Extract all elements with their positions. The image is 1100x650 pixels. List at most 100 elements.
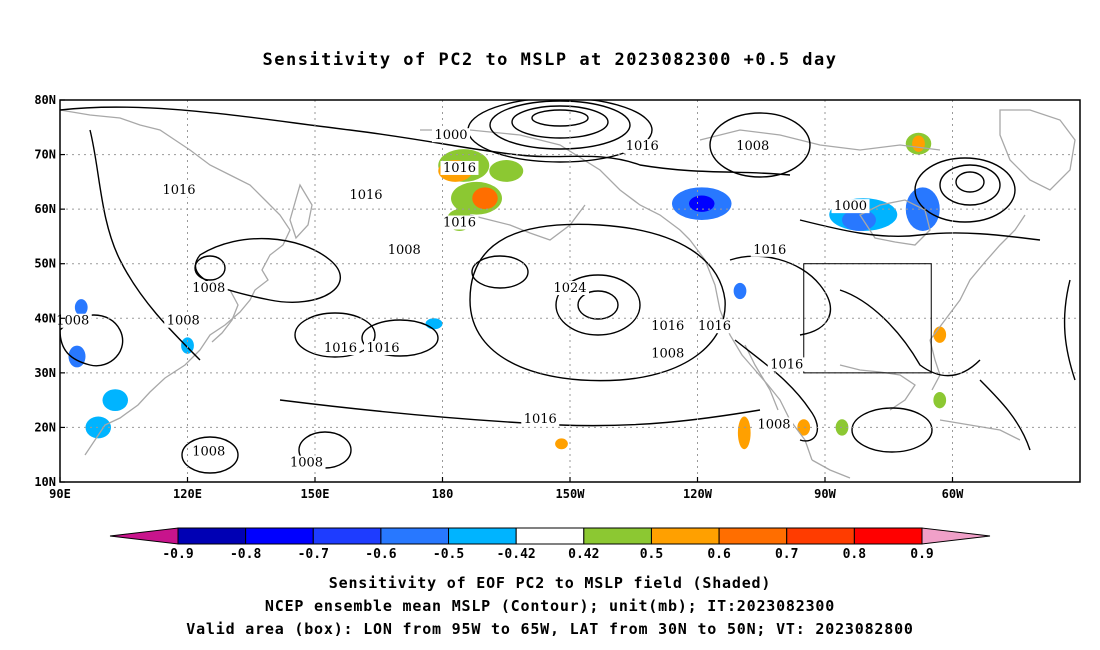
lon-tick-label-3: 180 xyxy=(432,487,454,501)
lon-tick-label-0: 90E xyxy=(49,487,71,501)
contour-low-1008-central xyxy=(471,255,529,289)
contour-label-bg-22 xyxy=(189,444,228,459)
contour-atlantic-south xyxy=(979,379,1031,451)
lat-tick-label-4: 40N xyxy=(34,311,56,325)
contour-label-bg-5 xyxy=(385,242,424,257)
colorbar-swatch-10 xyxy=(853,527,923,545)
lon-tick-label-7: 60W xyxy=(942,487,964,501)
contour-label-10: 1016 xyxy=(366,341,399,356)
contour-label-bg-19 xyxy=(767,357,806,372)
contour-label-3: 1016 xyxy=(162,183,195,198)
colorbar-label-0: -0.9 xyxy=(162,547,193,562)
shading-blob-15 xyxy=(797,419,811,436)
colorbar-swatch-5 xyxy=(515,527,585,545)
contour-label-bg-16 xyxy=(648,319,687,334)
contour-low-1000-atlantic xyxy=(939,164,1001,206)
contour-label-bg-4 xyxy=(347,188,385,203)
valid-area-box xyxy=(803,263,932,374)
colorbar-swatch-7 xyxy=(650,527,720,545)
coastline-greenland xyxy=(999,109,1076,191)
coastline-central-america xyxy=(811,459,851,479)
contour-label-bg-1 xyxy=(440,160,479,175)
colorbar-label-11: 0.9 xyxy=(910,547,933,562)
colorbar-label-8: 0.6 xyxy=(707,547,731,562)
contour-low-canada-1008 xyxy=(709,112,811,178)
shading-blob-19 xyxy=(85,416,111,439)
contour-label-bg-8 xyxy=(164,313,203,328)
lon-tick-label-5: 120W xyxy=(683,487,713,501)
contour-label-0: 1000 xyxy=(434,128,467,143)
contour-label-11: 1024 xyxy=(553,281,586,296)
contour-label-bg-9 xyxy=(321,341,360,356)
contour-low-arctic-1000 xyxy=(511,105,609,139)
coastline-baja xyxy=(744,344,779,411)
shading-blob-14 xyxy=(737,416,751,450)
contour-label-bg-17 xyxy=(695,319,734,334)
contour-low-1008-asia xyxy=(194,255,226,281)
shading-blob-13 xyxy=(733,282,747,300)
contour-label-19: 1016 xyxy=(770,357,803,372)
colorbar-swatch-4 xyxy=(448,527,517,545)
contour-label-12: 1016 xyxy=(626,139,659,154)
lon-tick-label-4: 150W xyxy=(556,487,586,501)
coastline-north-america-east xyxy=(929,214,1026,341)
colorbar: -0.9 -0.8 -0.7 -0.6 -0.5 -0.42 0.42 0.5 0.6 0.7 0.… xyxy=(109,527,991,562)
shading-blob-23 xyxy=(555,438,568,450)
contour-label-22: 1008 xyxy=(192,445,225,460)
shading-blob-3 xyxy=(472,187,498,210)
contour-label-9: 1016 xyxy=(324,341,357,356)
contour-label-13: 1008 xyxy=(736,139,769,154)
colorbar-label-5: -0.42 xyxy=(497,547,536,562)
contour-low-1016-mid xyxy=(361,319,439,357)
colorbar-label-3: -0.6 xyxy=(365,547,396,562)
shading-blob-17 xyxy=(74,299,88,316)
colorbar-swatch-6 xyxy=(583,527,652,545)
contour-label-20: 1016 xyxy=(524,412,557,427)
footer-line-1: Sensitivity of EOF PC2 to MSLP field (Sh… xyxy=(328,574,772,592)
contour-label-15: 1016 xyxy=(753,243,786,258)
contour-na-1008-west xyxy=(734,339,819,442)
contour-low-1008-gulf xyxy=(851,407,933,453)
colorbar-low-arrow xyxy=(109,527,179,545)
contour-na-1016-east xyxy=(839,289,981,377)
colorbar-label-1: -0.8 xyxy=(230,547,261,562)
colorbar-swatch-3 xyxy=(380,527,450,545)
map-gridlines xyxy=(60,100,1080,482)
footer-line-3: Valid area (box): LON from 95W to 65W, L… xyxy=(186,620,914,638)
colorbar-label-2: -0.7 xyxy=(298,547,329,562)
coastline-hudson-bay xyxy=(859,199,931,246)
sensitivity-shading xyxy=(68,132,947,450)
contour-label-1: 1016 xyxy=(443,161,476,176)
contour-low-1008-south1 xyxy=(181,436,239,474)
lat-tick-label-6: 20N xyxy=(34,420,56,434)
contour-atlantic-east xyxy=(1063,279,1076,381)
contour-label-16: 1016 xyxy=(651,319,684,334)
contour-high-pacific-1024 xyxy=(555,274,641,336)
contour-pacific-1016-south xyxy=(279,399,761,427)
coastline-gulf xyxy=(839,364,916,411)
contour-label-bg-18 xyxy=(648,346,687,361)
colorbar-label-10: 0.8 xyxy=(843,547,867,562)
contour-label-bg-14 xyxy=(831,199,870,214)
colorbar-high-arrow xyxy=(921,527,991,545)
shading-blob-7 xyxy=(689,195,715,212)
contour-low-1000-inner xyxy=(955,171,985,193)
contour-arctic-1016 xyxy=(60,106,791,176)
contour-label-bg-21 xyxy=(755,417,793,432)
contour-label-14: 1000 xyxy=(834,199,867,214)
contour-asia-1008 xyxy=(60,314,124,367)
coastline-asia-east xyxy=(60,109,291,456)
shading-blob-12 xyxy=(912,135,925,152)
contour-label-8: 1008 xyxy=(167,314,200,329)
lat-tick-label-1: 70N xyxy=(34,148,56,162)
colorbar-label-4: -0.5 xyxy=(433,547,464,562)
colorbar-swatch-9 xyxy=(786,527,855,545)
lat-tick-label-3: 50N xyxy=(34,257,56,271)
contour-label-bg-11 xyxy=(551,281,589,295)
contour-label-6: 1008 xyxy=(192,281,225,296)
colorbar-label-6: 0.42 xyxy=(568,547,599,562)
contour-low-1016-west xyxy=(294,312,376,358)
colorbar-swatch-1 xyxy=(245,527,314,545)
